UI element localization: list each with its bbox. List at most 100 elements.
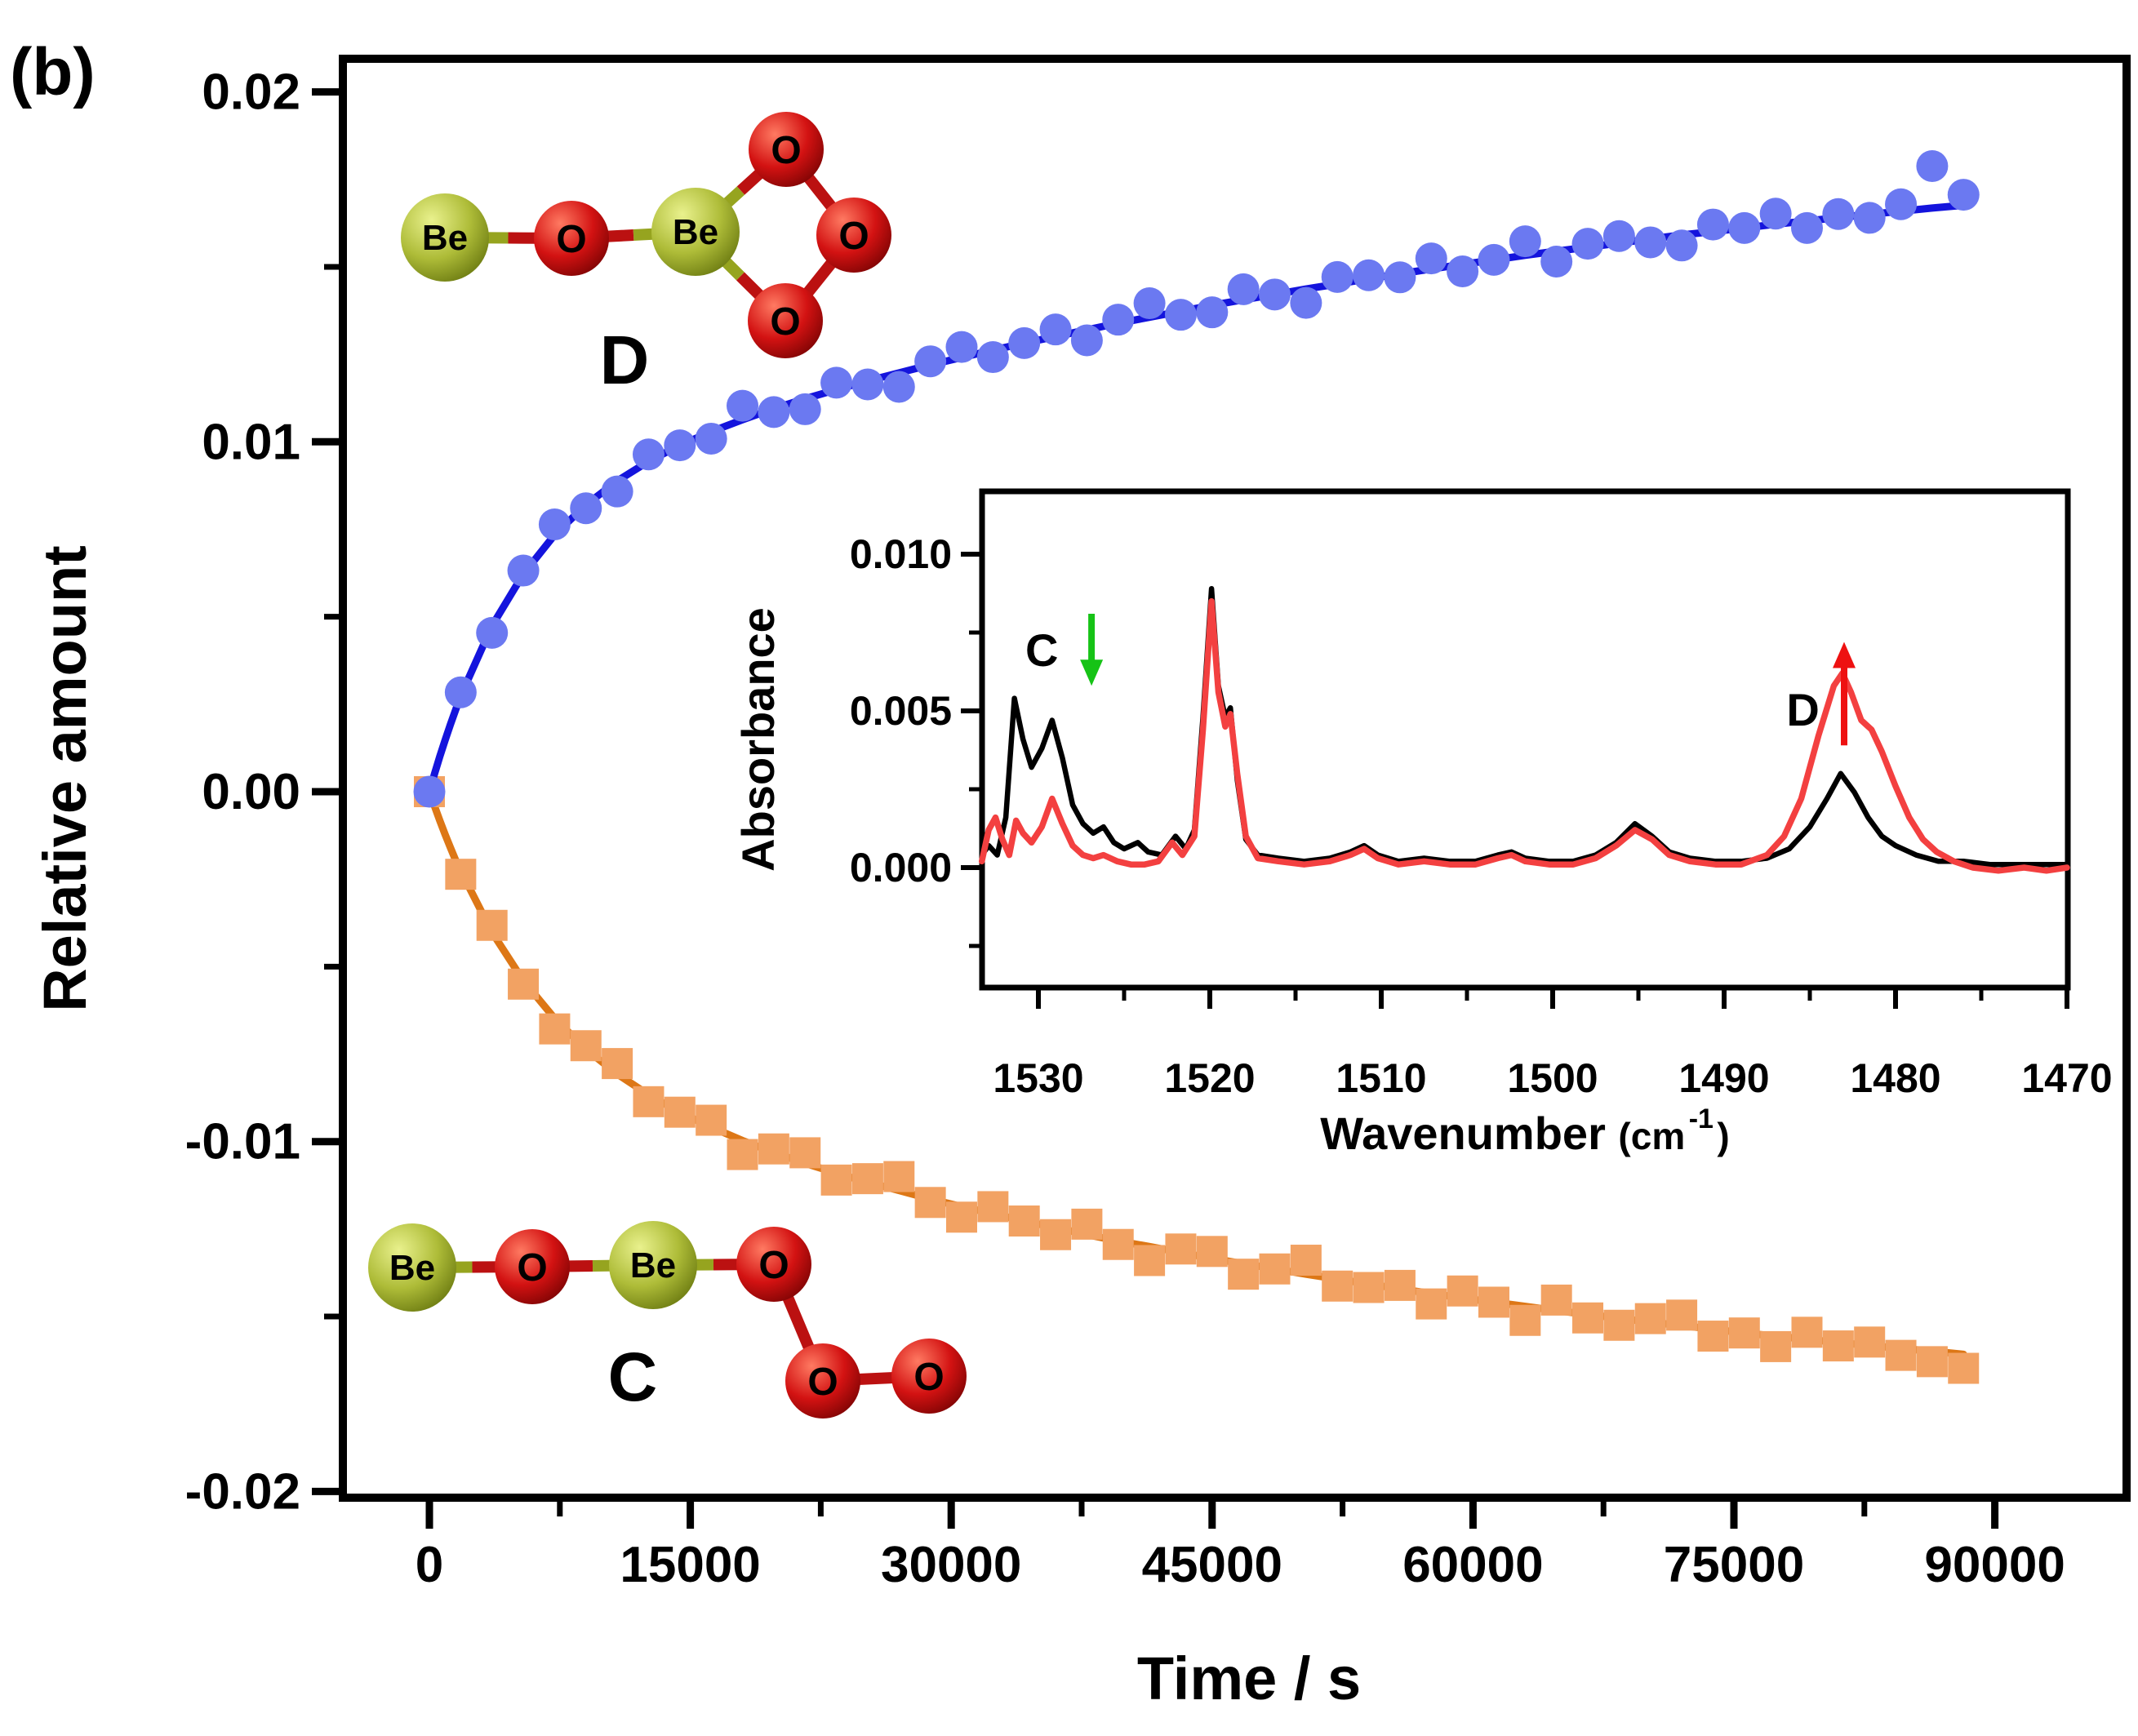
- atom-label-O: O: [838, 215, 869, 258]
- series-D-data-point: [1509, 225, 1541, 258]
- series-C-data-point: [476, 909, 508, 941]
- atom-O: [495, 1229, 570, 1304]
- series-C-data-point: [1228, 1259, 1260, 1290]
- series-D-data-point: [1947, 179, 1980, 211]
- series-C-data-point: [1008, 1205, 1040, 1237]
- arrow-head-down-icon: [1080, 659, 1104, 686]
- series-C-data-point: [1854, 1326, 1886, 1358]
- series-D-data-point: [976, 341, 1009, 374]
- atom-label-Be: Be: [422, 218, 468, 258]
- series-D-data-point: [1415, 242, 1447, 275]
- inset-annotation-label-D: D: [1786, 684, 1819, 735]
- inset-annotation-C: C: [1025, 613, 1104, 686]
- atom-label-Be: Be: [673, 212, 718, 252]
- series-C-data-point: [1509, 1304, 1541, 1336]
- atom-label-O: O: [807, 1361, 838, 1404]
- inset-x-axis-title-sup: -1: [1689, 1103, 1714, 1134]
- atom-label-O: O: [556, 218, 586, 261]
- inset-y-tick-label: 0.000: [850, 845, 952, 890]
- atom-O: [534, 201, 609, 276]
- atom-O: [891, 1339, 967, 1414]
- series-D-data-point: [1259, 278, 1291, 311]
- atom-label-O: O: [770, 300, 800, 344]
- series-D-data-point: [476, 616, 509, 649]
- series-C-data-point: [1666, 1299, 1698, 1331]
- atom-Be: [368, 1223, 456, 1312]
- series-D-data-point: [1916, 149, 1949, 182]
- atom-O: [749, 112, 824, 187]
- series-D-data-point: [1602, 220, 1635, 252]
- series-D-data-point: [1571, 228, 1604, 260]
- series-C-data-point: [1760, 1330, 1792, 1362]
- main-x-tick-label: 60000: [1402, 1537, 1543, 1593]
- series-C-data-point: [539, 1013, 571, 1045]
- series-D-data-point: [1759, 198, 1792, 230]
- inset-annotation-D: D: [1786, 642, 1856, 746]
- inset-x-tick-label: 1490: [1678, 1055, 1769, 1101]
- series-D-data-point: [601, 475, 633, 508]
- series-D-data-point: [789, 393, 821, 425]
- series-C-data-point: [1540, 1284, 1572, 1316]
- series-D-data-point: [882, 371, 915, 403]
- series-C-data-point: [602, 1048, 633, 1080]
- series-C-data-point: [508, 968, 540, 1000]
- series-C-data-point: [883, 1161, 915, 1192]
- inset-x-tick-label: 1500: [1507, 1055, 1598, 1101]
- series-D-data-point: [1885, 188, 1918, 220]
- atom-Be: [401, 193, 489, 282]
- series-D-data-point: [1196, 296, 1229, 329]
- series-C-data-point: [945, 1201, 977, 1233]
- series-C-data-point: [1384, 1269, 1416, 1301]
- atom-label-O: O: [771, 129, 801, 172]
- series-D-data-point: [1478, 243, 1510, 276]
- series-D-data-point: [1008, 326, 1041, 359]
- series-D-data-point: [1227, 273, 1260, 305]
- main-y-axis-title: Relative amount: [31, 545, 99, 1012]
- series-D-data-point: [1696, 208, 1729, 241]
- main-x-tick-label: 0: [416, 1537, 443, 1593]
- series-D-data-point: [1665, 229, 1698, 262]
- series-C-data-point: [1040, 1219, 1072, 1250]
- inset-x-tick-label: 1530: [993, 1055, 1083, 1101]
- series-D-data-point: [851, 368, 884, 401]
- series-C-data-point: [1822, 1330, 1854, 1362]
- inset-x-tick-label: 1470: [2021, 1055, 2112, 1101]
- series-D-data-point: [444, 676, 477, 708]
- inset-x-tick-label: 1480: [1850, 1055, 1940, 1101]
- series-D-data-point: [1634, 226, 1667, 259]
- main-y-tick-label: 0.01: [202, 414, 300, 470]
- series-D-data-point: [570, 492, 602, 525]
- series-C-data-point: [1290, 1245, 1322, 1276]
- series-D-data-point: [664, 429, 696, 462]
- arrow-head-up-icon: [1833, 642, 1856, 668]
- series-C-data-point: [1353, 1272, 1385, 1303]
- series-D-data-point: [1790, 211, 1823, 244]
- atom-O: [748, 283, 823, 358]
- series-D-data-point: [1070, 324, 1103, 357]
- main-x-tick-label: 30000: [881, 1537, 1021, 1593]
- series-D-data-point: [945, 331, 978, 363]
- series-C-data-point: [1885, 1339, 1917, 1371]
- series-C-data-point: [1416, 1288, 1447, 1320]
- series-D-data-point: [914, 345, 947, 378]
- atom-label-Be: Be: [630, 1245, 676, 1285]
- series-C-data-point: [914, 1187, 946, 1219]
- main-x-tick-label: 45000: [1142, 1537, 1282, 1593]
- series-C-data-point: [664, 1096, 696, 1128]
- series-C-data-point: [445, 859, 477, 890]
- series-D-data-point: [1039, 313, 1072, 346]
- main-x-tick-label: 15000: [620, 1537, 760, 1593]
- series-D-data-point: [1321, 260, 1353, 293]
- series-C-data-point: [1102, 1228, 1134, 1260]
- main-y-tick-label: -0.01: [185, 1114, 300, 1170]
- series-D-data-point: [758, 396, 790, 428]
- series-C-data-point: [1916, 1346, 1948, 1378]
- atom-Be: [609, 1221, 697, 1309]
- series-D-data-point: [1164, 299, 1197, 331]
- atom-label-O: O: [517, 1246, 547, 1290]
- series-C-data-point: [1634, 1303, 1666, 1334]
- inset-x-axis-title-unit: (cm: [1618, 1115, 1685, 1157]
- series-D-data-point: [507, 554, 540, 587]
- main-x-tick-label: 75000: [1664, 1537, 1804, 1593]
